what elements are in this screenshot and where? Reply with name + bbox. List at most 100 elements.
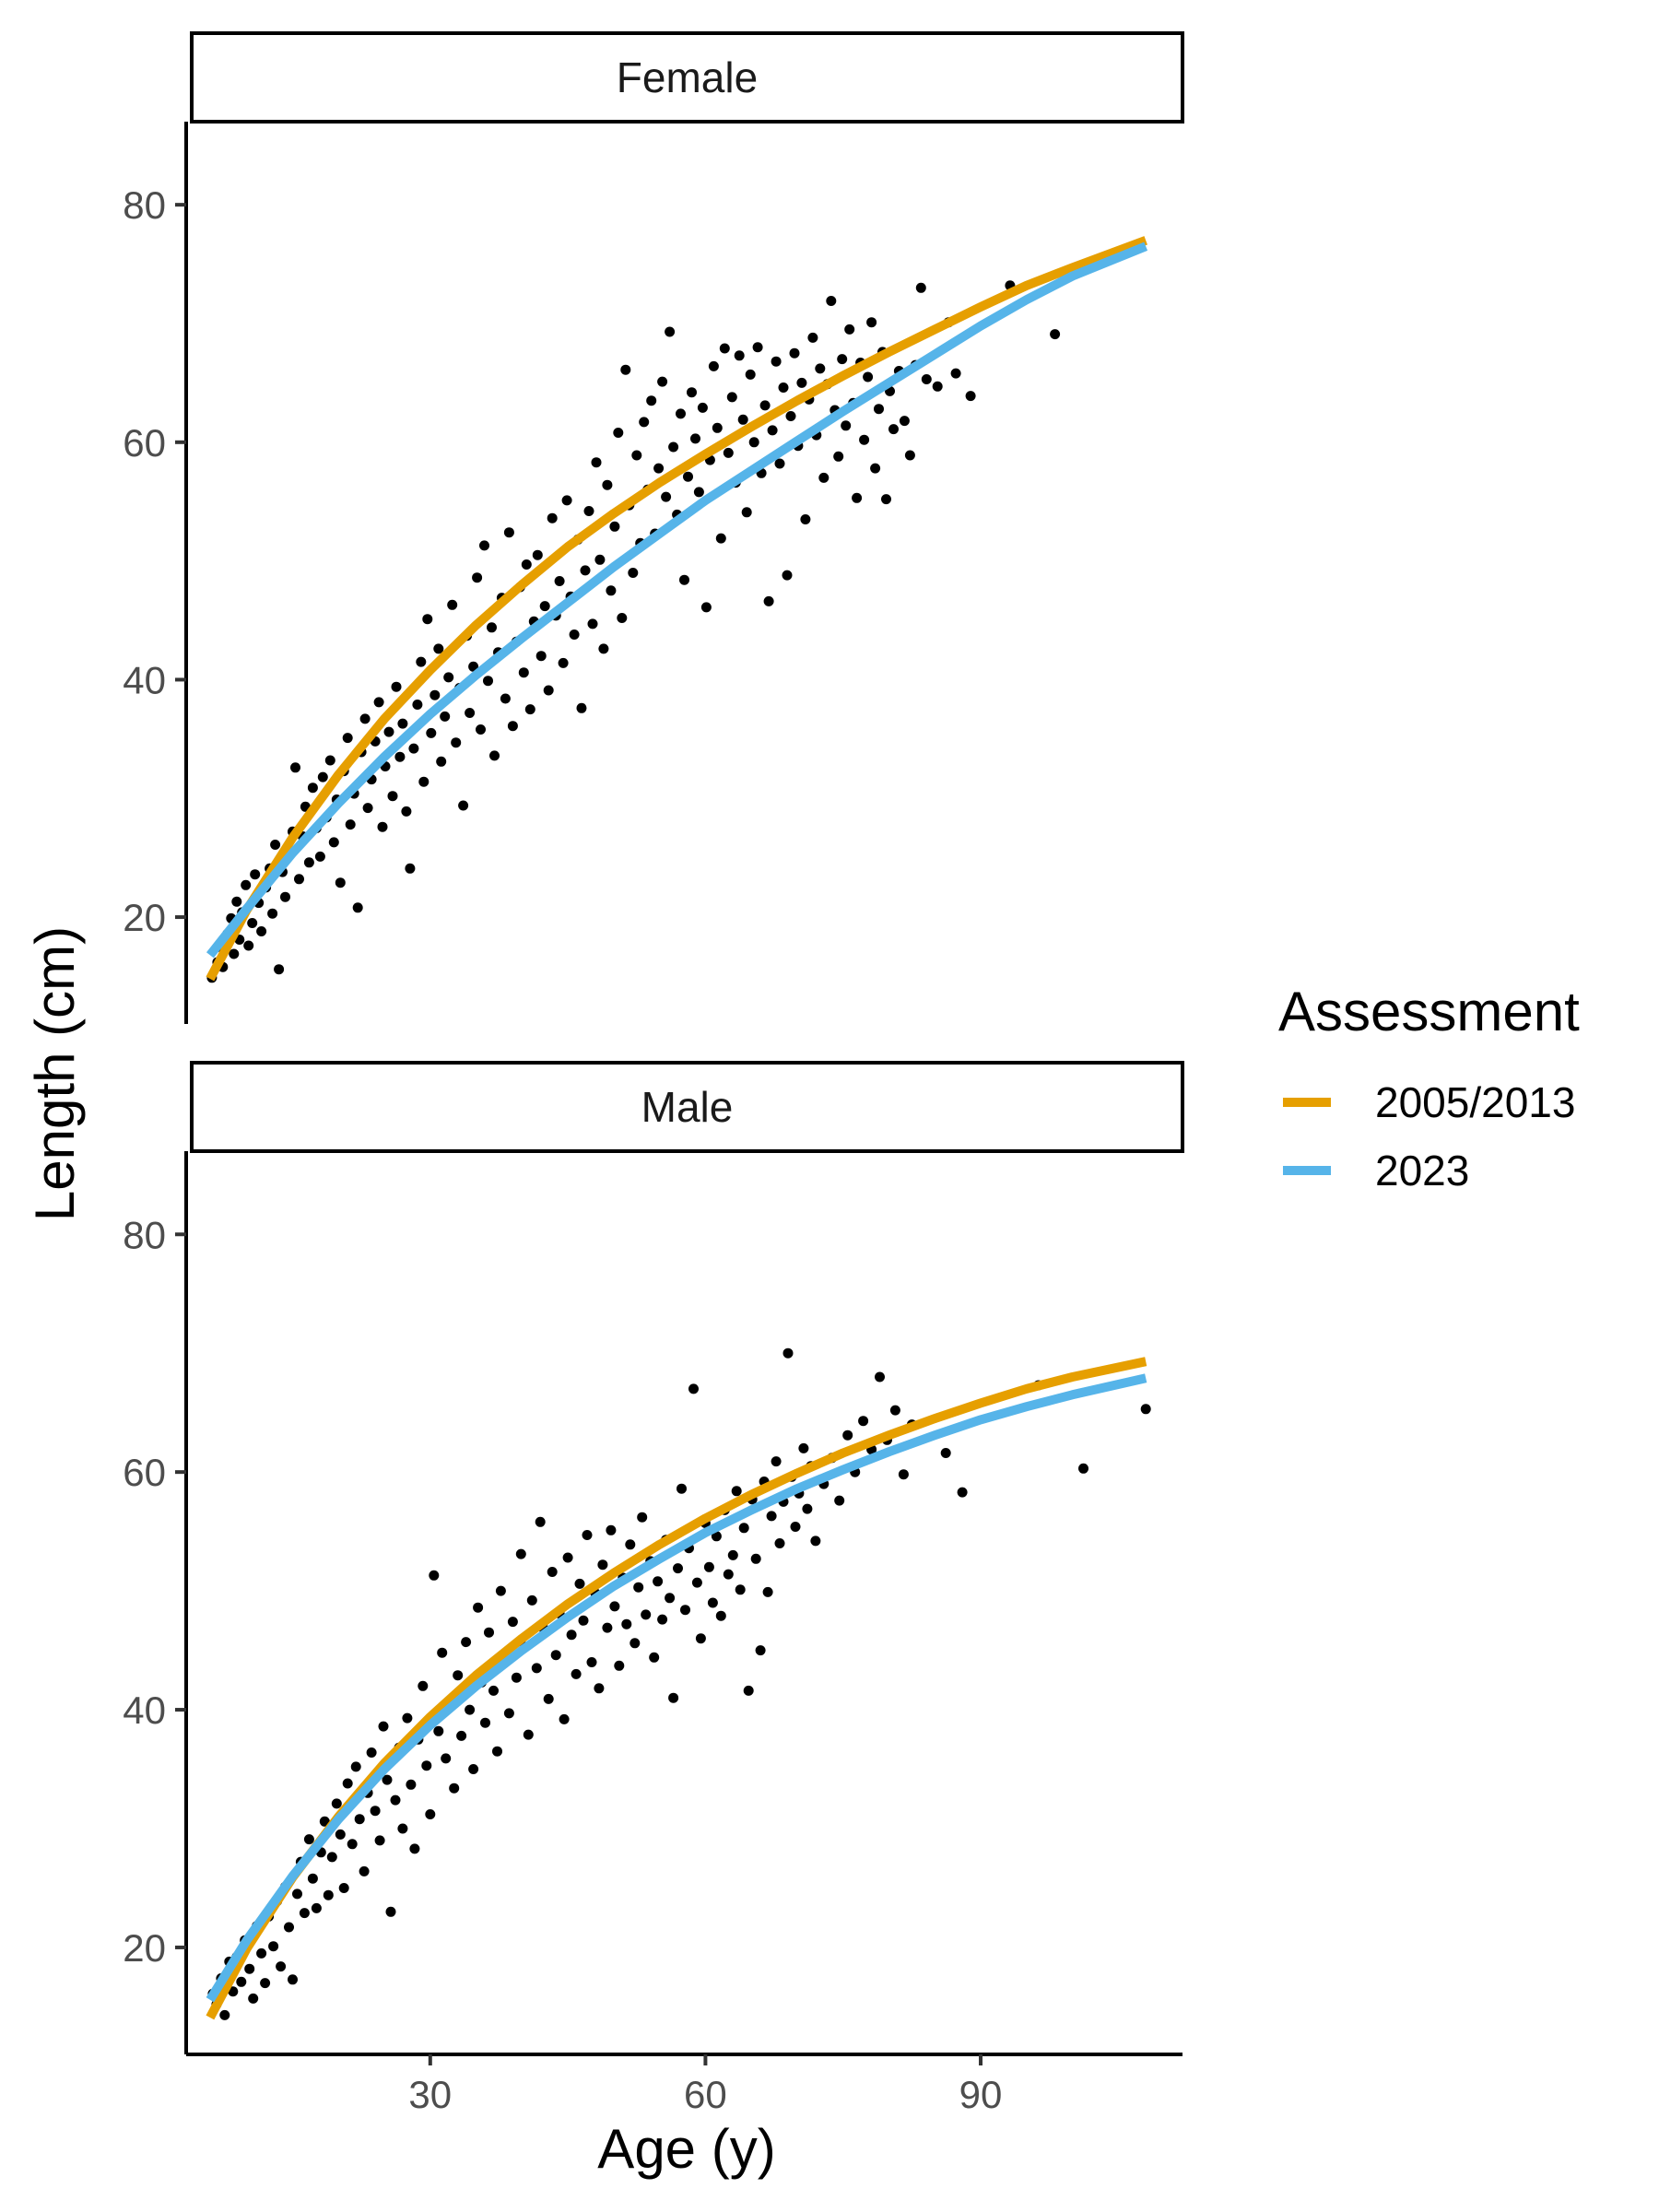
female-data-point (841, 420, 852, 431)
male-data-point (507, 1617, 518, 1628)
female-data-point (737, 414, 748, 425)
female-data-point (852, 492, 863, 503)
female-data-point (418, 776, 429, 787)
male-data-point (834, 1495, 845, 1506)
male-curve-2023 (206, 1373, 1147, 2003)
male-data-point (1078, 1463, 1088, 1474)
female-data-point (524, 704, 535, 715)
legend-label-2023: 2023 (1375, 1147, 1469, 1194)
female-data-point (539, 601, 550, 612)
male-data-point (437, 1647, 448, 1658)
male-data-point (219, 2009, 230, 2020)
female-data-point (465, 708, 476, 718)
female-data-point (580, 565, 591, 576)
female-data-point (576, 702, 587, 713)
female-data-point (280, 891, 290, 902)
male-data-point (673, 1563, 683, 1574)
female-data-point (646, 395, 657, 406)
male-data-point (637, 1512, 648, 1523)
female-data-point (676, 408, 686, 419)
female-data-point (863, 371, 874, 382)
male-data-point (547, 1567, 558, 1577)
female-data-point (324, 755, 335, 766)
female-y-tick-label: 80 (123, 183, 166, 227)
female-data-point (426, 727, 437, 738)
female-data-point (826, 296, 837, 306)
male-data-point (614, 1660, 625, 1671)
female-data-point (591, 457, 602, 468)
female-data-point (443, 672, 454, 683)
female-data-point (458, 800, 469, 811)
female-data-point (274, 964, 285, 975)
female-data-point (342, 733, 353, 744)
male-data-point (550, 1650, 561, 1661)
male-data-point (597, 1559, 608, 1571)
male-data-point (858, 1416, 869, 1427)
x-ticks: 30 60 90 (408, 2054, 1002, 2116)
female-data-point (904, 450, 915, 461)
male-data-point (559, 1713, 570, 1724)
female-data-point (833, 451, 844, 462)
female-data-point (807, 332, 818, 343)
male-data-point (543, 1693, 554, 1704)
male-data-point (889, 1405, 900, 1416)
female-data-point (483, 676, 493, 687)
male-data-point (433, 1725, 444, 1736)
female-data-point (412, 700, 423, 710)
male-data-point (484, 1627, 494, 1638)
male-points (207, 1347, 1151, 2020)
male-data-point (335, 1829, 346, 1840)
female-data-point (881, 494, 891, 505)
female-data-point (270, 840, 281, 850)
male-data-point (665, 1593, 676, 1604)
female-data-point (547, 512, 558, 524)
female-curve-2005-2013 (206, 236, 1147, 982)
male-data-point (276, 1961, 287, 1972)
female-data-point (921, 374, 932, 384)
female-data-point (771, 356, 782, 367)
male-data-point (602, 1622, 613, 1633)
female-data-point (383, 726, 394, 737)
male-data-point (842, 1430, 853, 1441)
female-data-point (241, 879, 252, 890)
female-data-point (617, 613, 628, 623)
male-data-point (582, 1530, 593, 1540)
male-data-point (292, 1888, 302, 1900)
male-data-point (782, 1347, 794, 1359)
female-curve-2023 (206, 241, 1148, 959)
female-data-point (866, 317, 877, 328)
female-data-point (683, 471, 693, 482)
female-data-point (532, 549, 543, 560)
male-data-point (625, 1539, 636, 1550)
male-data-point (244, 1963, 255, 1974)
male-data-point (359, 1865, 370, 1877)
female-data-point (745, 369, 756, 380)
male-data-point (425, 1809, 436, 1819)
female-data-point (965, 391, 976, 402)
female-data-point (594, 554, 606, 565)
strip-male-box (190, 1061, 1184, 1153)
female-data-point (763, 595, 774, 606)
female-data-point (789, 347, 800, 359)
legend: Assessment 2005/2013 2023 (1278, 981, 1580, 1194)
male-data-point (649, 1652, 660, 1663)
y-axis-title: Length (cm) (24, 926, 86, 1221)
female-data-point (700, 602, 712, 613)
female-data-point (451, 737, 462, 748)
male-data-point (677, 1483, 687, 1494)
male-data-point (774, 1538, 785, 1548)
female-data-point (679, 574, 689, 585)
female-data-point (800, 514, 811, 524)
male-data-point (385, 1906, 396, 1917)
female-data-point (837, 354, 848, 365)
male-data-point (810, 1535, 821, 1547)
male-data-point (307, 1873, 318, 1884)
female-data-point (303, 857, 314, 868)
x-tick-label: 90 (959, 2073, 1003, 2116)
male-data-point (453, 1670, 464, 1681)
female-data-point (734, 350, 745, 361)
male-y-ticks: 20 40 60 80 (123, 1213, 186, 1970)
male-y-tick-label: 60 (123, 1451, 166, 1494)
male-data-point (750, 1553, 761, 1564)
